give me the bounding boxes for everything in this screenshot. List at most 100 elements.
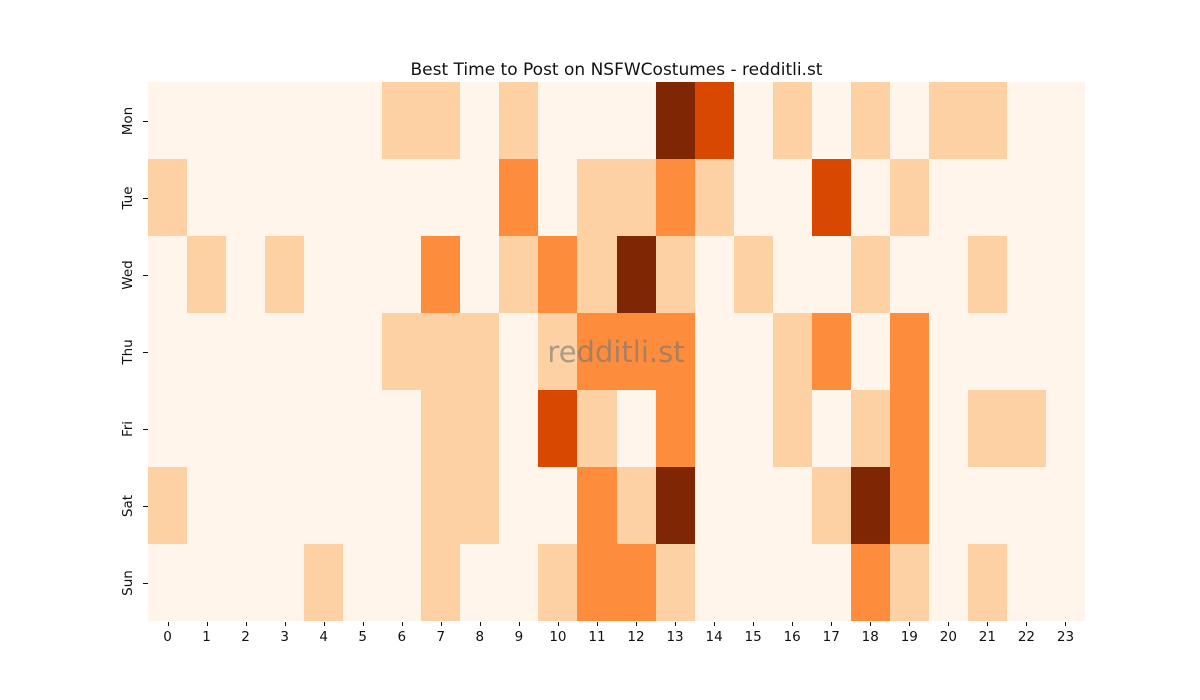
heatmap-cell [694, 82, 734, 159]
heatmap-cell [967, 467, 1007, 544]
heatmap-cell [148, 544, 188, 621]
heatmap-cell [304, 467, 344, 544]
heatmap-cell [733, 467, 773, 544]
x-tick-mark [753, 622, 755, 626]
heatmap-cell [733, 390, 773, 467]
heatmap-cell [928, 313, 968, 390]
heatmap-cell [421, 236, 461, 313]
x-tick-mark [401, 622, 403, 626]
heatmap-cell [772, 467, 812, 544]
heatmap-cell [889, 544, 929, 621]
heatmap-cell [187, 390, 227, 467]
heatmap-cell [304, 82, 344, 159]
heatmap-cell [343, 236, 383, 313]
x-tick-label: 15 [744, 629, 762, 645]
heatmap-cell [265, 82, 305, 159]
x-tick-label: 8 [475, 629, 485, 645]
x-tick-mark [206, 622, 208, 626]
heatmap-cell [1006, 236, 1046, 313]
heatmap-cell [499, 236, 539, 313]
x-tick-label: 6 [397, 629, 407, 645]
heatmap-cell [538, 467, 578, 544]
x-tick-label: 17 [822, 629, 840, 645]
heatmap-cell [499, 313, 539, 390]
y-tick-label: Wed [120, 259, 136, 290]
x-tick-mark [1065, 622, 1067, 626]
heatmap-cell [304, 159, 344, 236]
x-tick-mark [362, 622, 364, 626]
heatmap-cell [889, 159, 929, 236]
heatmap-cell [772, 236, 812, 313]
x-tick-mark [909, 622, 911, 626]
heatmap-cell [889, 467, 929, 544]
heatmap-cell [616, 236, 656, 313]
x-tick-label: 23 [1056, 629, 1075, 645]
heatmap-cell [226, 236, 266, 313]
x-tick-mark [440, 622, 442, 626]
heatmap-cell [577, 313, 617, 390]
heatmap-cell [499, 82, 539, 159]
heatmap-cell [967, 82, 1007, 159]
heatmap-cell [304, 313, 344, 390]
y-tick-label: Mon [120, 106, 136, 135]
x-tick-mark [167, 622, 169, 626]
heatmap-cell [616, 313, 656, 390]
heatmap-cell [655, 236, 695, 313]
y-tick-mark [143, 351, 148, 353]
heatmap-cell [460, 82, 500, 159]
heatmap-cell [187, 467, 227, 544]
heatmap-cell [694, 467, 734, 544]
x-tick-mark [323, 622, 325, 626]
heatmap-cell [148, 390, 188, 467]
x-tick-mark [1026, 622, 1028, 626]
heatmap-cell [421, 313, 461, 390]
heatmap-cell [382, 390, 422, 467]
x-tick-mark [870, 622, 872, 626]
x-tick-mark [284, 622, 286, 626]
heatmap-cell [772, 82, 812, 159]
heatmap-cell [811, 236, 851, 313]
x-tick-label: 19 [900, 629, 918, 645]
heatmap-cell [616, 159, 656, 236]
heatmap-cell [655, 159, 695, 236]
heatmap-cell [1006, 313, 1046, 390]
heatmap-cell [928, 467, 968, 544]
heatmap-cell [850, 544, 890, 621]
x-tick-mark [987, 622, 989, 626]
heatmap-cell [850, 236, 890, 313]
heatmap-cell [304, 544, 344, 621]
heatmap-cell [577, 159, 617, 236]
heatmap-cell [226, 467, 266, 544]
heatmap-cell [967, 159, 1007, 236]
heatmap-cell [421, 390, 461, 467]
heatmap-cell [304, 236, 344, 313]
heatmap-cell [499, 467, 539, 544]
heatmap-cell [1006, 82, 1046, 159]
heatmap-cell [265, 236, 305, 313]
x-tick-mark [792, 622, 794, 626]
heatmap-cell [538, 390, 578, 467]
x-tick-label: 20 [939, 629, 957, 645]
heatmap-grid [148, 82, 1085, 621]
heatmap-cell [1045, 82, 1085, 159]
heatmap-cell [577, 236, 617, 313]
y-tick-mark [143, 505, 148, 507]
heatmap-cell [1045, 390, 1085, 467]
heatmap-cell [382, 544, 422, 621]
x-tick-label: 9 [514, 629, 524, 645]
heatmap-cell [538, 544, 578, 621]
heatmap-cell [226, 390, 266, 467]
heatmap-cell [1006, 390, 1046, 467]
heatmap-cell [499, 159, 539, 236]
x-tick-label: 18 [861, 629, 879, 645]
y-tick-label: Thu [120, 338, 136, 365]
heatmap-cell [148, 82, 188, 159]
heatmap-cell [343, 313, 383, 390]
x-tick-label: 14 [705, 629, 723, 645]
heatmap-cell [460, 313, 500, 390]
heatmap-cell [538, 313, 578, 390]
x-tick-mark [636, 622, 638, 626]
heatmap-cell [1006, 467, 1046, 544]
heatmap-cell [811, 390, 851, 467]
heatmap-cell [421, 544, 461, 621]
